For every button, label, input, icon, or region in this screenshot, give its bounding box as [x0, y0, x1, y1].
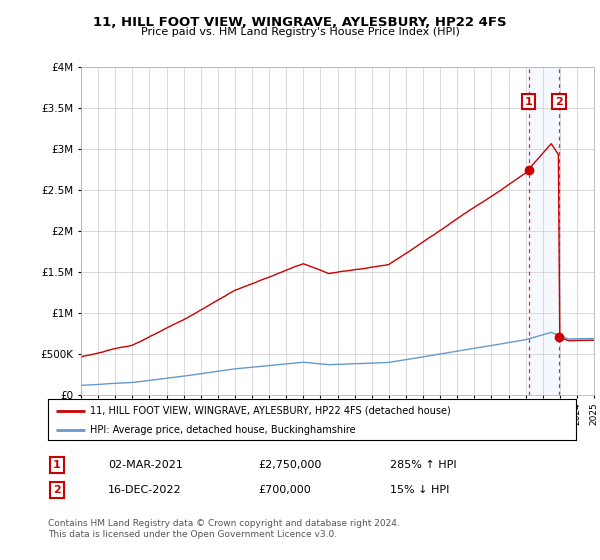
- Text: Price paid vs. HM Land Registry's House Price Index (HPI): Price paid vs. HM Land Registry's House …: [140, 27, 460, 37]
- Text: 1: 1: [53, 460, 61, 470]
- Text: Contains HM Land Registry data © Crown copyright and database right 2024.
This d: Contains HM Land Registry data © Crown c…: [48, 519, 400, 539]
- Text: 2: 2: [555, 96, 563, 106]
- Text: 15% ↓ HPI: 15% ↓ HPI: [390, 485, 449, 495]
- Text: 16-DEC-2022: 16-DEC-2022: [108, 485, 182, 495]
- Text: 2: 2: [53, 485, 61, 495]
- Bar: [529, 67, 559, 395]
- Text: 11, HILL FOOT VIEW, WINGRAVE, AYLESBURY, HP22 4FS (detached house): 11, HILL FOOT VIEW, WINGRAVE, AYLESBURY,…: [90, 405, 451, 416]
- Text: £700,000: £700,000: [258, 485, 311, 495]
- Text: 02-MAR-2021: 02-MAR-2021: [108, 460, 183, 470]
- Text: 285% ↑ HPI: 285% ↑ HPI: [390, 460, 457, 470]
- Text: 11, HILL FOOT VIEW, WINGRAVE, AYLESBURY, HP22 4FS: 11, HILL FOOT VIEW, WINGRAVE, AYLESBURY,…: [93, 16, 507, 29]
- Text: HPI: Average price, detached house, Buckinghamshire: HPI: Average price, detached house, Buck…: [90, 424, 356, 435]
- Text: 1: 1: [524, 96, 532, 106]
- Text: £2,750,000: £2,750,000: [258, 460, 322, 470]
